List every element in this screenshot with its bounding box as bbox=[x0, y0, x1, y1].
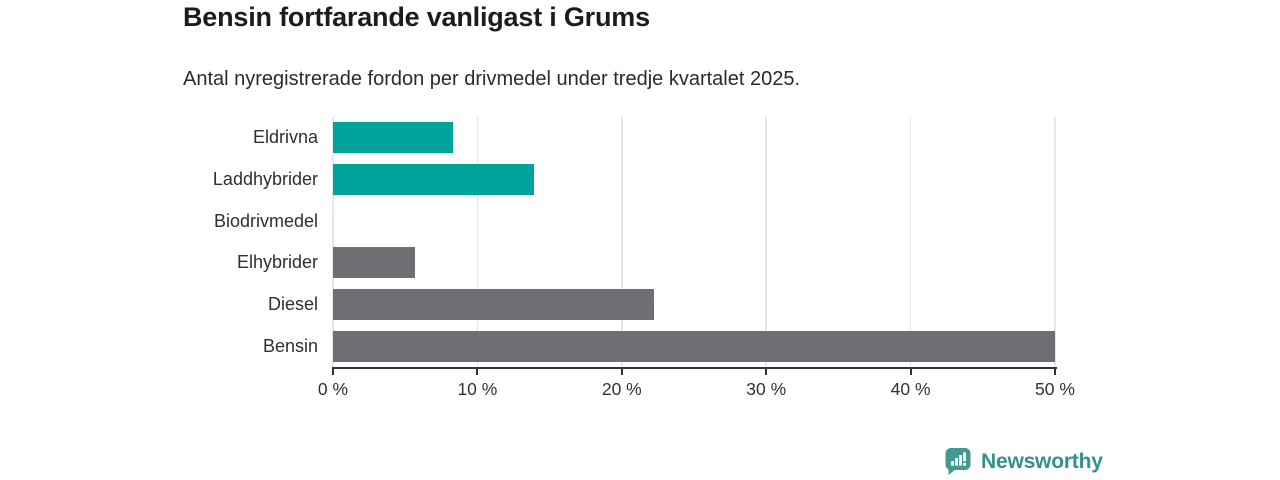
bar-bensin bbox=[333, 330, 1055, 362]
category-label-biodrivmedel: Biodrivmedel bbox=[213, 210, 318, 231]
bar-diesel bbox=[333, 289, 654, 320]
category-label-diesel: Diesel bbox=[267, 293, 318, 314]
bar-elhybrider bbox=[333, 247, 416, 279]
gridline-20 bbox=[621, 117, 623, 367]
gridline-40 bbox=[909, 117, 912, 367]
gridline-10 bbox=[476, 117, 479, 367]
x-tick-label: 20 % bbox=[601, 379, 642, 399]
chart-subtitle: Antal nyregistrerade fordon per drivmede… bbox=[183, 68, 801, 90]
x-tick-10 bbox=[476, 367, 479, 375]
gridline-30 bbox=[765, 117, 767, 367]
x-tick-label: 0 % bbox=[317, 379, 349, 399]
x-axis-line bbox=[332, 367, 1057, 369]
x-tick-50 bbox=[1054, 367, 1056, 375]
newsworthy-logo-text: Newsworthy bbox=[981, 449, 1103, 473]
category-axis: Eldrivna Laddhybrider Biodrivmedel Elhybrid… bbox=[183, 117, 318, 367]
newsworthy-logo: Newsworthy bbox=[944, 447, 1103, 476]
gridline-50 bbox=[1054, 117, 1056, 367]
x-tick-label: 40 % bbox=[890, 379, 931, 399]
plot-area: 0 % 10 % 20 % 30 % 40 % 50 % bbox=[318, 117, 1075, 399]
chart-title: Bensin fortfarande vanligast i Grums bbox=[183, 2, 650, 32]
x-tick-label: 30 % bbox=[746, 379, 787, 399]
gridline-0 bbox=[332, 117, 334, 367]
x-tick-0 bbox=[332, 367, 334, 375]
category-label-laddhybrider: Laddhybrider bbox=[212, 168, 318, 189]
x-tick-20 bbox=[620, 367, 623, 375]
category-label-eldrivna: Eldrivna bbox=[252, 127, 318, 148]
category-label-bensin: Bensin bbox=[262, 335, 318, 356]
x-tick-label: 50 % bbox=[1035, 379, 1075, 399]
x-tick-30 bbox=[765, 367, 768, 375]
x-tick-40 bbox=[909, 367, 912, 375]
category-label-elhybrider: Elhybrider bbox=[236, 252, 318, 273]
newsworthy-bubble-bar-chart-icon bbox=[945, 448, 971, 475]
bar-eldrivna bbox=[333, 122, 453, 154]
x-tick-label: 10 % bbox=[457, 379, 498, 399]
bar-laddhybrider bbox=[333, 164, 534, 195]
